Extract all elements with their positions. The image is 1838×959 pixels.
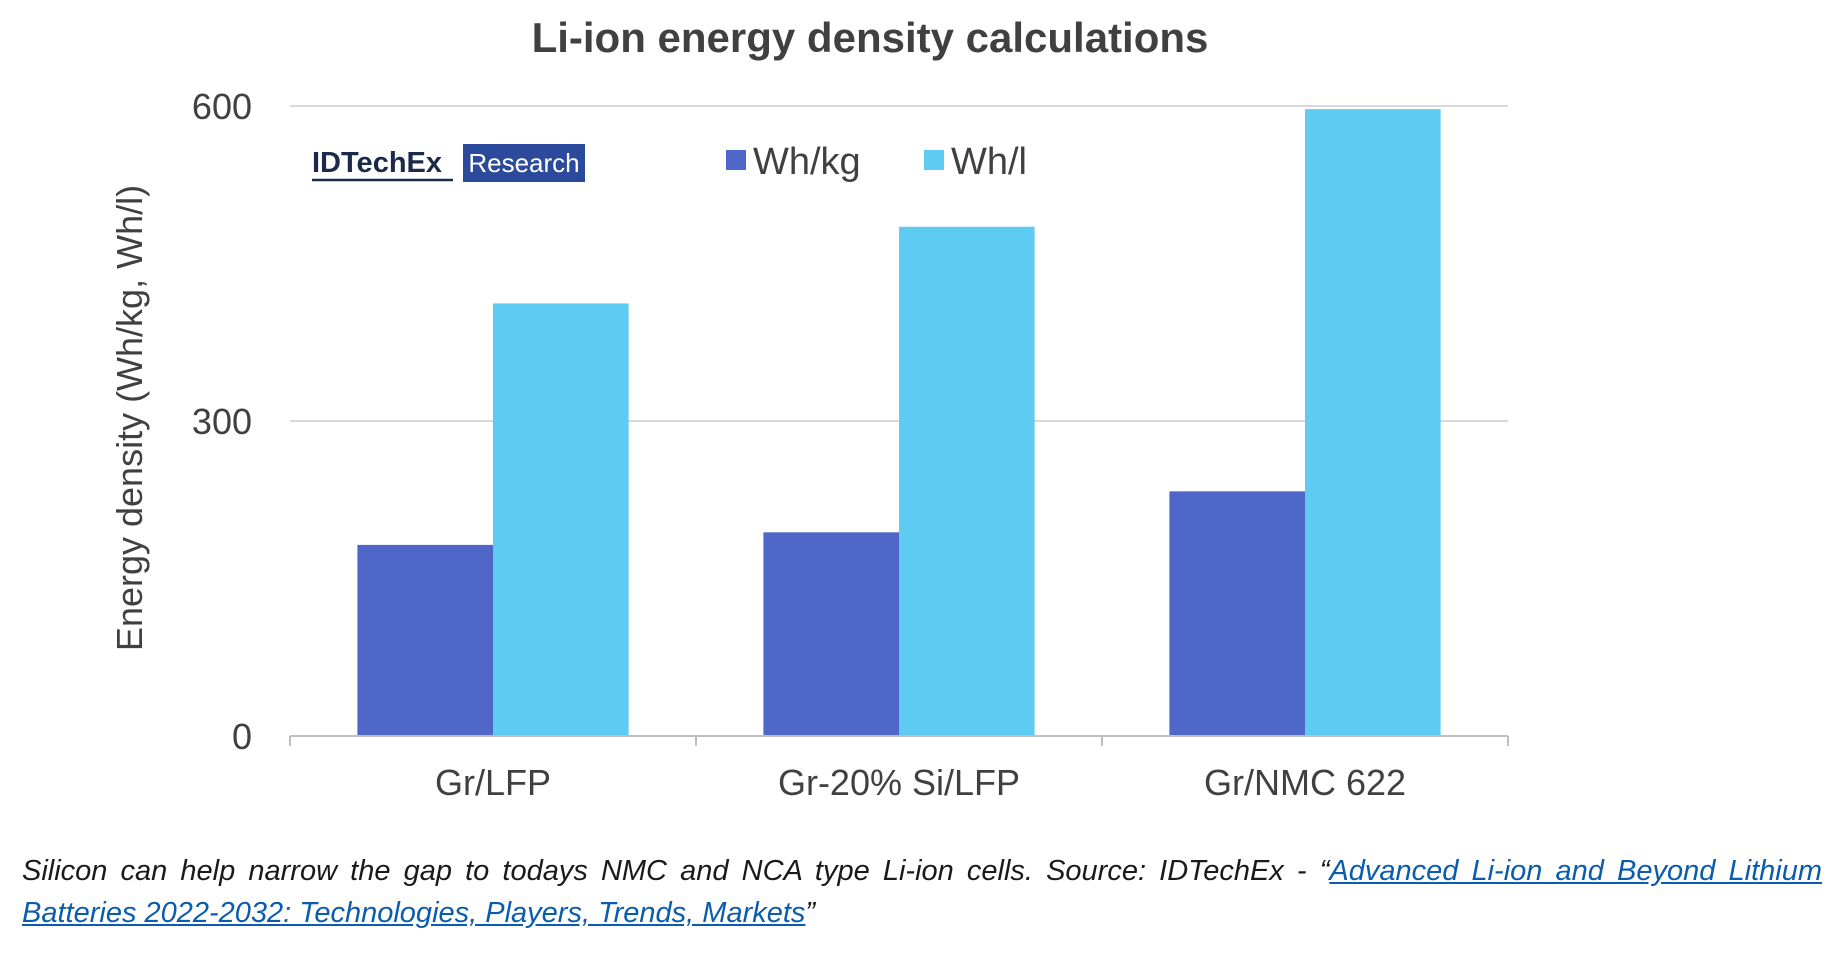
bar-gr-nmc-622-wh-kg xyxy=(1169,491,1305,736)
x-tick-label-gr-lfp: Gr/LFP xyxy=(435,762,551,803)
x-tick-label-gr-nmc-622: Gr/NMC 622 xyxy=(1204,762,1406,803)
legend-label-wh-l: Wh/l xyxy=(951,141,1027,183)
caption-text: Silicon can help narrow the gap to today… xyxy=(22,855,1330,887)
bar-gr-20-si-lfp-wh-kg xyxy=(763,532,899,736)
logo-badge xyxy=(463,144,585,182)
y-axis-ticks: 0 300 600 xyxy=(192,86,252,757)
x-axis: Gr/LFP Gr-20% Si/LFP Gr/NMC 622 xyxy=(289,735,1509,803)
bars xyxy=(357,109,1441,736)
y-axis-title: Energy density (Wh/kg, Wh/l) xyxy=(109,185,150,651)
chart: Li-ion energy density calculations Gr/LF… xyxy=(109,14,1509,803)
bar-gr-nmc-622-wh-l xyxy=(1305,109,1441,736)
y-tick-label-0: 0 xyxy=(232,716,252,757)
chart-title: Li-ion energy density calculations xyxy=(532,14,1209,61)
legend: Wh/kg Wh/l xyxy=(726,141,1027,183)
legend-swatch-wh-kg xyxy=(726,150,746,170)
logo-badge-text: Research xyxy=(468,148,579,178)
legend-label-wh-kg: Wh/kg xyxy=(753,141,861,183)
caption-suffix: ” xyxy=(805,897,816,929)
bar-gr-lfp-wh-kg xyxy=(357,544,493,736)
report-link[interactable]: Advanced Li-ion and Beyond Lithium Batte… xyxy=(22,855,1822,929)
y-tick-label-600: 600 xyxy=(192,86,252,127)
y-tick-label-300: 300 xyxy=(192,401,252,442)
bar-gr-20-si-lfp-wh-l xyxy=(899,226,1035,736)
logo-wordmark: IDTechEx xyxy=(312,147,442,179)
idtechex-research-logo: IDTechEx Research xyxy=(312,144,585,182)
x-tick-label-gr-20-si-lfp: Gr-20% Si/LFP xyxy=(778,762,1020,803)
bar-gr-lfp-wh-l xyxy=(493,303,629,736)
figure-caption: Silicon can help narrow the gap to today… xyxy=(22,850,1822,934)
legend-swatch-wh-l xyxy=(924,150,944,170)
